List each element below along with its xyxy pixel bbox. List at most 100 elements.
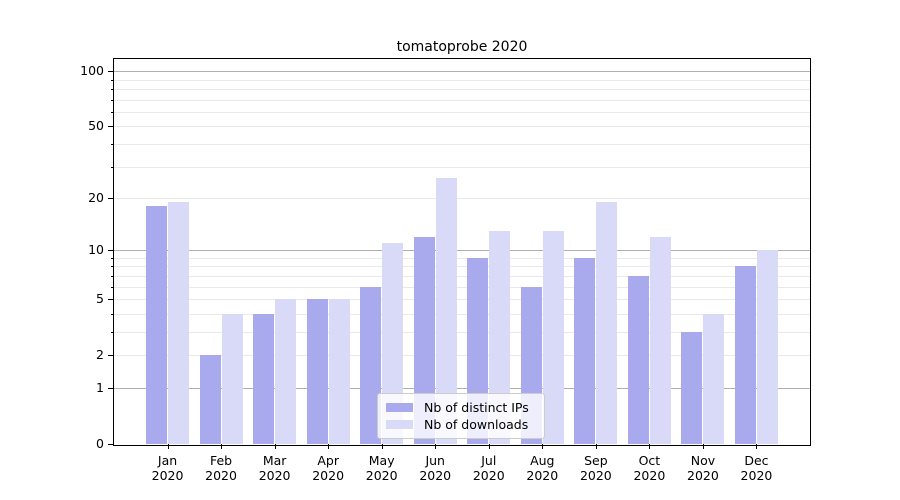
bar-downloads <box>168 201 190 444</box>
legend: Nb of distinct IPs Nb of downloads <box>377 393 545 439</box>
x-tick <box>221 444 223 449</box>
x-tick-label-month: Jun <box>425 453 445 468</box>
legend-label: Nb of downloads <box>424 417 529 432</box>
chart-title: tomatoprobe 2020 <box>396 39 528 55</box>
y-tick <box>108 355 114 357</box>
legend-swatch-distinct-ips <box>386 403 413 412</box>
gridline-minor <box>114 286 810 288</box>
gridline-minor <box>114 275 810 277</box>
x-tick-label-month: Aug <box>530 453 555 468</box>
gridlines-layer <box>114 59 810 444</box>
bar-distinct-ips <box>413 236 435 444</box>
y-minor-tick <box>111 79 114 81</box>
legend-item: Nb of distinct IPs <box>386 399 536 416</box>
x-tick-label-year: 2020 <box>205 468 237 483</box>
x-tick-label-year: 2020 <box>579 468 612 483</box>
y-tick-label: 5 <box>96 291 104 307</box>
x-tick <box>167 444 169 449</box>
x-tick-label: Nov 2020 <box>671 453 735 483</box>
y-tick-label: 10 <box>88 242 104 258</box>
gridline-minor <box>114 331 810 333</box>
x-tick-label-year: 2020 <box>526 468 559 483</box>
y-minor-tick <box>111 143 114 145</box>
y-minor-tick <box>111 286 114 288</box>
bar-downloads <box>542 230 564 444</box>
gridline-minor <box>114 88 810 90</box>
gridline-minor <box>114 126 810 128</box>
x-tick-label: Aug 2020 <box>510 453 574 483</box>
y-tick <box>108 250 114 252</box>
x-tick-label-month: Mar <box>262 453 287 468</box>
y-tick-label: 0 <box>96 436 104 451</box>
x-tick-label-year: 2020 <box>472 468 505 483</box>
bar-downloads <box>435 177 457 444</box>
gridline-minor <box>114 355 810 357</box>
x-tick-label-month: May <box>368 453 395 468</box>
gridline-major <box>114 387 810 389</box>
x-tick-label-year: 2020 <box>687 468 719 483</box>
gridline-minor <box>114 166 810 168</box>
x-tick-label: Jun 2020 <box>403 453 467 483</box>
plot-area <box>114 59 810 444</box>
bar-distinct-ips <box>199 355 221 444</box>
gridline-minor <box>114 257 810 259</box>
bar-distinct-ips <box>734 266 756 444</box>
bar-downloads <box>489 230 511 444</box>
bar-downloads <box>221 313 243 444</box>
x-tick <box>542 444 544 449</box>
x-tick-label-month: Nov <box>690 453 716 468</box>
legend-label: Nb of distinct IPs <box>424 400 529 415</box>
bar-downloads <box>649 236 671 444</box>
bar-distinct-ips <box>574 257 596 444</box>
x-tick-label-month: Jan <box>157 453 178 468</box>
x-tick-label-year: 2020 <box>151 468 184 483</box>
y-tick-label: 50 <box>88 118 104 134</box>
bar-distinct-ips <box>306 299 328 444</box>
y-minor-tick <box>111 331 114 333</box>
bar-downloads <box>328 299 350 444</box>
legend-item: Nb of downloads <box>386 416 536 433</box>
bar-distinct-ips <box>360 286 382 444</box>
x-tick-label-month: Jul <box>481 453 497 468</box>
x-tick-label-month: Apr <box>317 453 339 468</box>
bar-distinct-ips <box>681 331 703 444</box>
gridline-minor <box>114 143 810 145</box>
gridline-minor <box>114 111 810 113</box>
bars-layer <box>114 59 810 444</box>
y-tick <box>108 387 114 389</box>
x-tick-label: Apr 2020 <box>296 453 360 483</box>
bar-downloads <box>756 250 778 444</box>
bar-distinct-ips <box>146 206 168 444</box>
x-tick <box>756 444 758 449</box>
x-tick <box>435 444 437 449</box>
legend-swatch-downloads <box>386 420 413 429</box>
bar-downloads <box>275 299 297 444</box>
x-tick-label-month: Feb <box>209 453 233 468</box>
x-tick-label: Sep 2020 <box>564 453 628 483</box>
gridline-minor <box>114 299 810 301</box>
y-tick <box>108 299 114 301</box>
bar-distinct-ips <box>253 313 275 444</box>
y-minor-tick <box>111 257 114 259</box>
gridline-minor <box>114 79 810 81</box>
y-minor-tick <box>111 111 114 113</box>
x-tick-label-year: 2020 <box>419 468 452 483</box>
y-tick-label: 2 <box>96 347 104 363</box>
gridline-minor <box>114 99 810 101</box>
x-tick <box>381 444 383 449</box>
y-minor-tick <box>111 99 114 101</box>
x-tick-label-month: Oct <box>638 453 661 468</box>
x-tick <box>488 444 490 449</box>
y-tick-label: 20 <box>88 189 104 205</box>
x-tick-label: Jan 2020 <box>136 453 200 483</box>
gridline-minor <box>114 266 810 268</box>
x-tick-label: Oct 2020 <box>617 453 681 483</box>
x-tick <box>328 444 330 449</box>
y-tick <box>108 444 114 445</box>
x-tick-label-year: 2020 <box>258 468 291 483</box>
y-tick-label: 100 <box>80 63 104 79</box>
y-tick-label: 1 <box>96 379 104 395</box>
x-tick-label: Mar 2020 <box>243 453 307 483</box>
x-tick <box>274 444 276 449</box>
